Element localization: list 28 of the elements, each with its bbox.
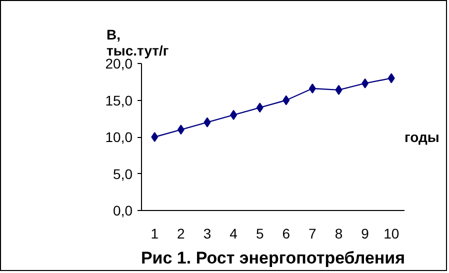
x-tick-label: 1 <box>150 226 159 242</box>
y-tick-label: 5,0 <box>113 166 133 182</box>
x-tick-label: 5 <box>256 226 264 242</box>
point <box>230 110 238 120</box>
point <box>335 84 342 95</box>
y-tick-label: 10,0 <box>105 129 133 145</box>
y-tick-label: 0,0 <box>113 202 133 218</box>
x-tick-label: 10 <box>384 226 400 242</box>
point <box>177 124 184 135</box>
text: Рис 1. Рост энергопотребления <box>140 248 406 268</box>
x-tick-label: 4 <box>230 226 238 242</box>
x-tick-label: 7 <box>308 226 317 242</box>
x-axis-title: годы <box>404 129 440 145</box>
y-tick-label: 20,0 <box>105 56 133 72</box>
point <box>204 117 211 128</box>
point <box>151 132 158 142</box>
point <box>308 83 316 94</box>
x-tick-label: 6 <box>282 226 290 242</box>
y-tick-label: 15,0 <box>105 92 133 108</box>
point <box>282 95 290 106</box>
point <box>362 78 369 88</box>
x-tick-label: 3 <box>203 226 212 242</box>
point <box>256 102 264 113</box>
point <box>388 73 395 84</box>
x-tick-label: 9 <box>361 226 370 242</box>
x-tick-label: 8 <box>334 226 343 242</box>
x-tick-label: 2 <box>177 226 186 242</box>
y-axis-title: В, тыс.тут/г <box>106 26 169 58</box>
